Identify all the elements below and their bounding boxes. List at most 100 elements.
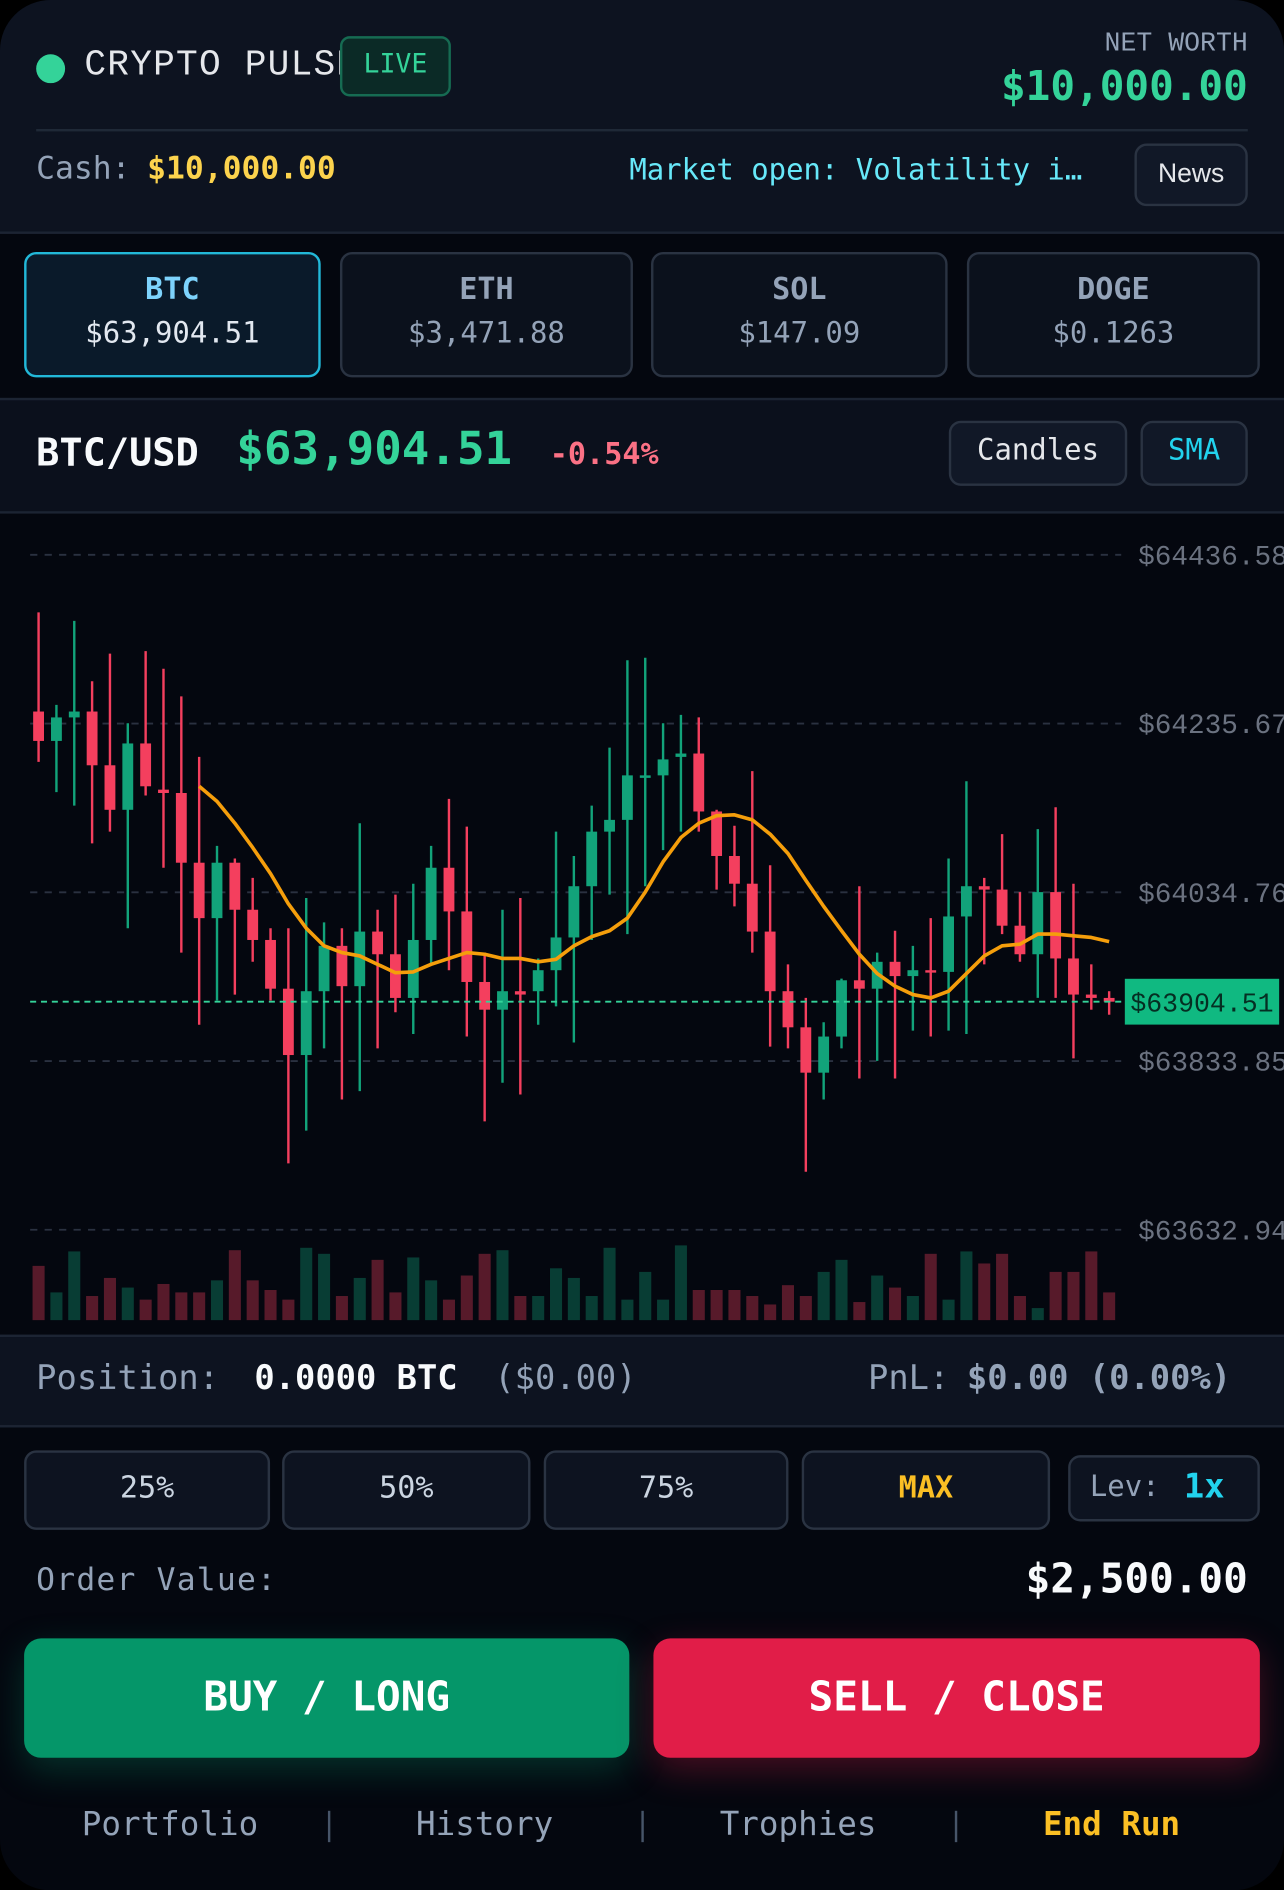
volume-bar <box>835 1259 848 1321</box>
position-amount: 0.0000 BTC <box>254 1357 458 1398</box>
last-price-tag <box>1124 978 1280 1025</box>
asset-symbol: BTC <box>145 271 200 307</box>
size-button[interactable]: MAX <box>801 1450 1051 1530</box>
candle-body <box>514 991 526 995</box>
volume-bar <box>942 1299 955 1321</box>
asset-price: $63,904.51 <box>85 315 260 350</box>
app-title: CRYPTO PULSE <box>84 45 360 87</box>
y-tick-label: $64034.76 <box>1138 880 1284 911</box>
volume-bar <box>335 1296 348 1321</box>
volume-bar <box>68 1251 81 1321</box>
volume-bar <box>996 1253 1009 1321</box>
status-dot <box>36 54 66 84</box>
candle-body <box>729 855 740 884</box>
header <box>0 0 1284 234</box>
volume-bar <box>549 1268 563 1321</box>
size-button[interactable]: 75% <box>543 1450 789 1530</box>
volume-bar <box>371 1259 384 1321</box>
nav-separator <box>327 1810 330 1843</box>
candle-body <box>104 765 116 810</box>
nav-item[interactable]: End Run <box>1042 1805 1181 1844</box>
candle-body <box>532 970 544 992</box>
size-button[interactable]: 25% <box>24 1450 271 1530</box>
asset-card[interactable]: ETH $3,471.88 <box>339 251 633 378</box>
candle-body <box>479 981 491 1010</box>
volume-bar <box>246 1280 259 1321</box>
nav-item[interactable]: Portfolio <box>81 1805 259 1844</box>
candle-body <box>889 961 901 977</box>
news-button[interactable]: News <box>1134 143 1248 207</box>
asset-symbol: DOGE <box>1077 271 1150 307</box>
volume-bar <box>193 1292 206 1321</box>
volume-bar <box>728 1289 741 1321</box>
candle-body <box>764 931 776 992</box>
candle-body <box>693 753 705 812</box>
buy-button[interactable]: BUY / LONG <box>24 1638 630 1758</box>
candle-body <box>657 759 669 776</box>
asset-symbol: ETH <box>459 271 514 307</box>
candle-body <box>158 789 169 794</box>
y-tick-label: $63632.94 <box>1138 1217 1284 1248</box>
volume-bar <box>86 1296 99 1321</box>
volume-bar <box>264 1289 277 1321</box>
pnl: $0.00 (0.00%) <box>966 1357 1232 1398</box>
leverage-box[interactable]: Lev: 1x <box>1068 1455 1260 1522</box>
volume-bar <box>389 1292 402 1321</box>
candle-body <box>568 886 580 938</box>
volume-bar <box>657 1299 670 1321</box>
volume-bar <box>532 1296 545 1321</box>
volume-bar <box>514 1296 527 1321</box>
nav-separator <box>954 1810 958 1843</box>
candle-body <box>247 909 259 940</box>
nav-item[interactable]: Trophies <box>719 1805 877 1844</box>
volume-bar <box>228 1250 241 1321</box>
volume-bar <box>603 1247 616 1321</box>
volume-bar <box>746 1296 759 1321</box>
volume-bar <box>353 1277 366 1321</box>
nav-item[interactable]: History <box>416 1805 554 1844</box>
size-button[interactable]: 50% <box>282 1450 531 1530</box>
position-value: ($0.00) <box>494 1357 637 1398</box>
pair-change: -0.54% <box>549 436 659 472</box>
candle-body <box>300 991 312 1056</box>
volume-bar <box>781 1285 795 1321</box>
news-ticker: Market open: Volatility i… <box>629 153 1083 187</box>
candle-body <box>943 916 954 972</box>
candle-body <box>711 811 723 856</box>
asset-price: $0.1263 <box>1052 315 1175 350</box>
asset-card[interactable]: DOGE $0.1263 <box>966 251 1260 378</box>
candle-body <box>1050 892 1062 959</box>
volume-bar <box>585 1296 598 1321</box>
sma-button[interactable]: SMA <box>1140 420 1248 486</box>
candle-body <box>586 831 598 887</box>
candle-body <box>425 867 437 940</box>
candle-body <box>800 1027 812 1073</box>
order-value-label: Order Value: <box>36 1562 278 1599</box>
asset-card[interactable]: BTC $63,904.51 <box>24 251 321 378</box>
candle-body <box>211 862 223 919</box>
candle-body <box>1103 997 1115 1002</box>
candle-body <box>604 819 615 832</box>
asset-price: $3,471.88 <box>408 315 565 350</box>
y-tick-label: $64436.58 <box>1138 542 1284 573</box>
volume-bar <box>1085 1251 1098 1321</box>
y-tick-label: $63833.85 <box>1138 1049 1284 1080</box>
sell-button[interactable]: SELL / CLOSE <box>653 1638 1260 1758</box>
candle-body <box>1032 892 1044 955</box>
candle-body <box>818 1036 830 1073</box>
candle-body <box>86 711 98 766</box>
volume-bar <box>817 1271 830 1321</box>
volume-bar <box>460 1275 473 1321</box>
asset-price: $147.09 <box>738 315 861 350</box>
nav-separator <box>641 1810 644 1843</box>
volume-bar <box>567 1277 580 1321</box>
last-price-label: $63904.51 <box>1130 989 1273 1019</box>
position-label: Position: <box>36 1357 220 1398</box>
volume-bar <box>764 1304 777 1321</box>
volume-bar <box>282 1299 295 1321</box>
candle-body <box>996 889 1008 926</box>
volume-bar <box>906 1296 919 1321</box>
candles-button[interactable]: Candles <box>948 420 1128 486</box>
asset-card[interactable]: SOL $147.09 <box>651 251 948 378</box>
volume-bar <box>924 1253 937 1321</box>
